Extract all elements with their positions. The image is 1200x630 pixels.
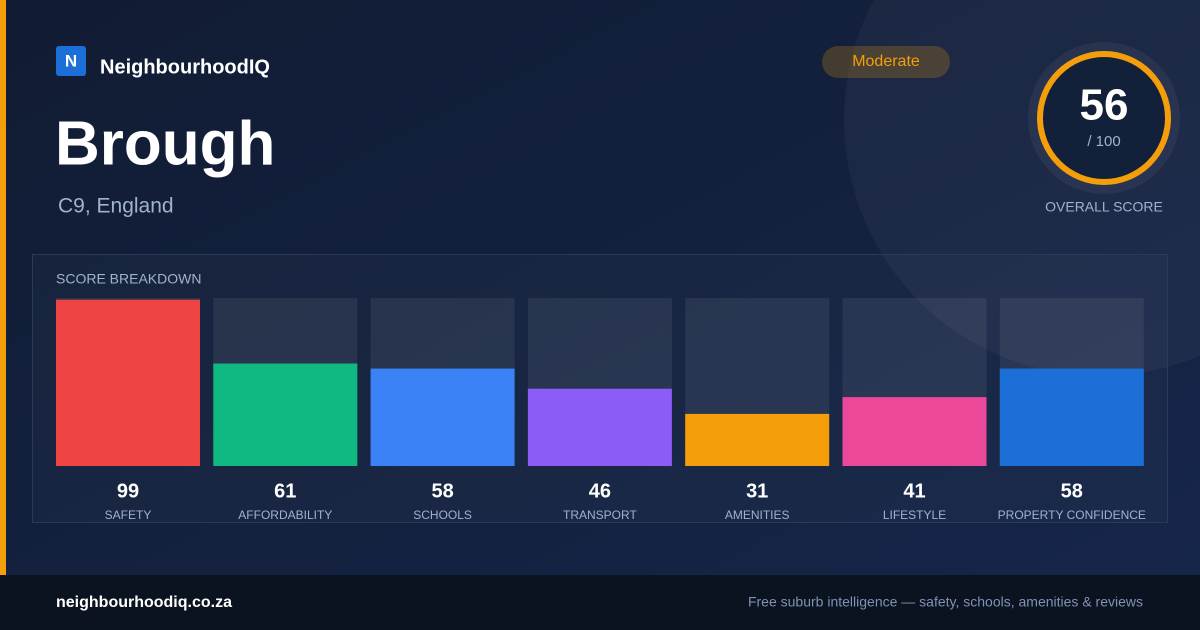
badge-text: Moderate: [852, 53, 920, 70]
breakdown-title: SCORE BREAKDOWN: [56, 271, 201, 287]
bar-label: SCHOOLS: [413, 508, 472, 522]
bars: 99 SAFETY 61 AFFORDABILITY 58 SCHOOLS 46 TRANSP…: [56, 298, 1146, 522]
badge: [822, 46, 950, 78]
breakdown-panel: [32, 254, 1168, 523]
bar: [56, 299, 200, 466]
bar-value: 41: [903, 480, 925, 502]
bar: [527, 388, 672, 466]
title: Brough: [55, 109, 275, 178]
logo: [56, 46, 86, 76]
bar-value: 31: [746, 480, 768, 502]
bar-label: LIFESTYLE: [883, 508, 946, 522]
bar-value: 99: [117, 480, 139, 502]
footer-tagline: Free suburb intelligence — safety, schoo…: [748, 594, 1143, 610]
footer-url: neighbourhoodiq.co.za: [56, 594, 232, 611]
overall-max: / 100: [1087, 133, 1120, 150]
bar: [213, 363, 358, 466]
bar: [999, 368, 1144, 466]
bar: [685, 413, 830, 466]
bar-label: TRANSPORT: [563, 508, 637, 522]
brand-name: NeighbourhoodIQ: [100, 56, 270, 78]
bar-value: 58: [431, 480, 453, 502]
footer: [0, 575, 1200, 630]
overall-score: 56: [1080, 81, 1129, 130]
bar: [370, 368, 515, 466]
score-ring: [1037, 51, 1171, 185]
bar-value: 58: [1061, 480, 1083, 502]
bar-label: SAFETY: [105, 508, 152, 522]
bar-value: 46: [589, 480, 611, 502]
bar-label: AMENITIES: [725, 508, 790, 522]
overall-label: OVERALL SCORE: [1045, 199, 1163, 215]
bar: [842, 397, 987, 466]
subtitle: C9, England: [58, 195, 174, 218]
accent-stripe: [0, 0, 6, 575]
bar-label: PROPERTY CONFIDENCE: [998, 508, 1146, 522]
bar-label: AFFORDABILITY: [238, 508, 332, 522]
bar-value: 61: [274, 480, 296, 502]
logo-letter: N: [65, 51, 77, 70]
